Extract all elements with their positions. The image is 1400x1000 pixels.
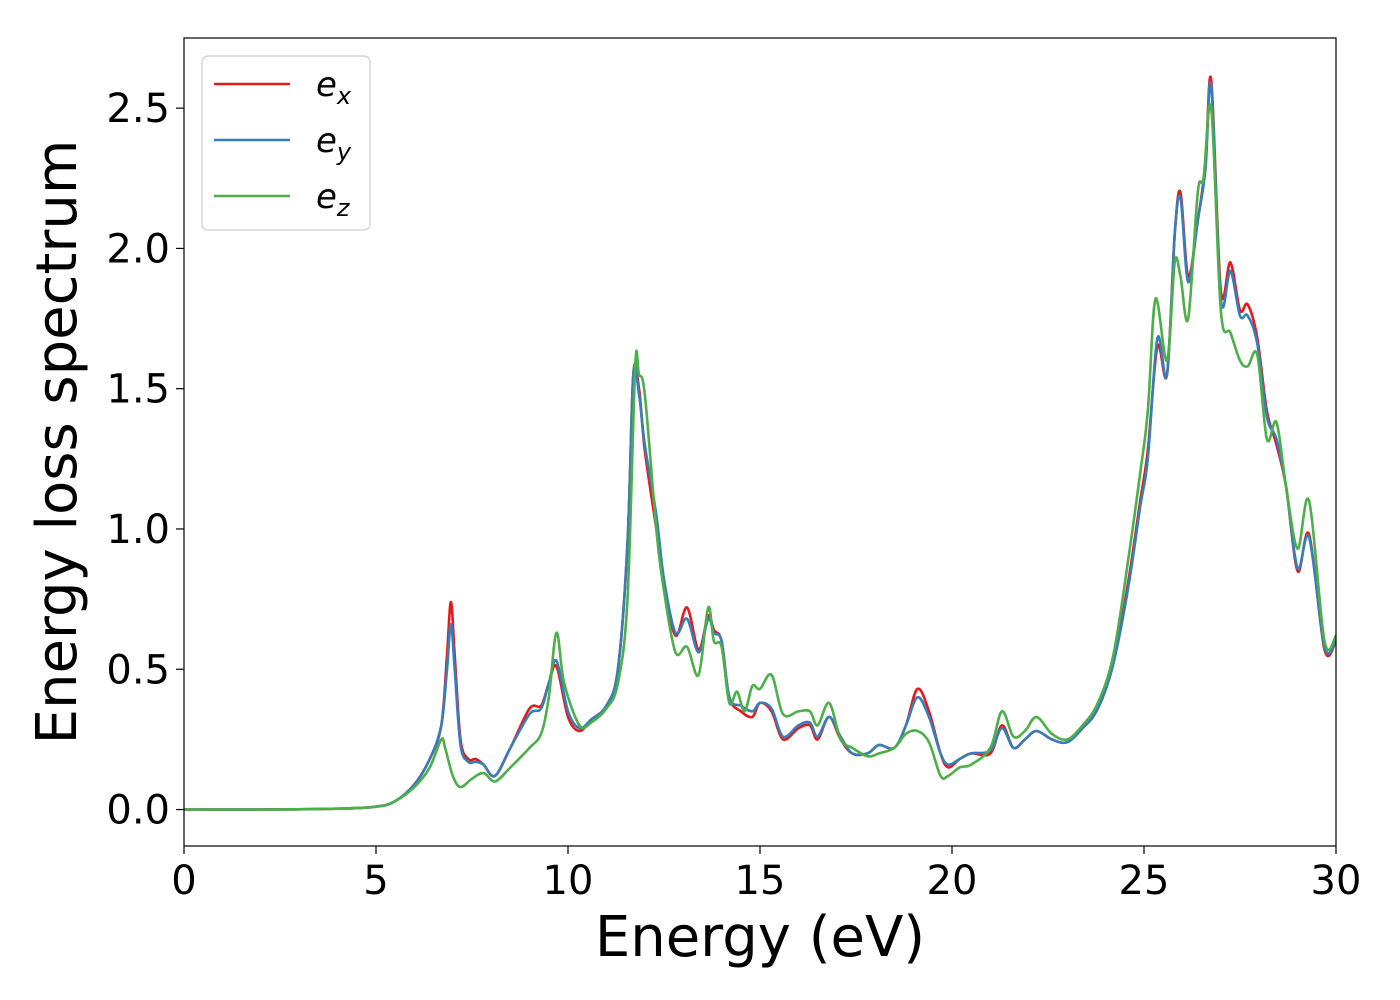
legend-label-base: e (316, 121, 337, 161)
series-line-ez (183, 103, 1338, 811)
legend-label-subscript: y (336, 138, 352, 166)
series-line-ey (183, 81, 1338, 811)
x-tick-label: 10 (543, 858, 594, 904)
legend-label-subscript: z (336, 194, 351, 222)
y-axis: 0.0 0.5 1.0 1.5 2.0 2.5 (106, 86, 184, 834)
x-tick-label: 15 (735, 858, 786, 904)
legend-label-subscript: x (336, 82, 352, 110)
x-tick-label: 25 (1119, 858, 1170, 904)
legend-label-ey: ey (316, 121, 352, 166)
x-axis: 0 5 10 15 20 25 30 (171, 846, 1361, 904)
y-tick-label: 0.0 (106, 788, 170, 834)
x-tick-label: 0 (171, 858, 196, 904)
y-tick-label: 1.0 (106, 507, 170, 553)
series-layer (183, 75, 1338, 811)
legend-box (201, 55, 371, 231)
y-tick-label: 2.0 (106, 226, 170, 272)
legend-label-base: e (316, 65, 337, 105)
y-tick-label: 0.5 (106, 647, 170, 693)
y-tick-label: 2.5 (106, 86, 170, 132)
x-tick-label: 30 (1311, 858, 1362, 904)
x-tick-label: 20 (927, 858, 978, 904)
y-tick-label: 1.5 (106, 367, 170, 413)
x-axis-label: Energy (eV) (595, 905, 925, 970)
legend-label-base: e (316, 177, 337, 217)
legend-label-ex: ex (316, 65, 352, 110)
x-tick-label: 5 (363, 858, 388, 904)
y-axis-label: Energy loss spectrum (25, 140, 90, 745)
legend-label-ez: ez (316, 177, 351, 222)
